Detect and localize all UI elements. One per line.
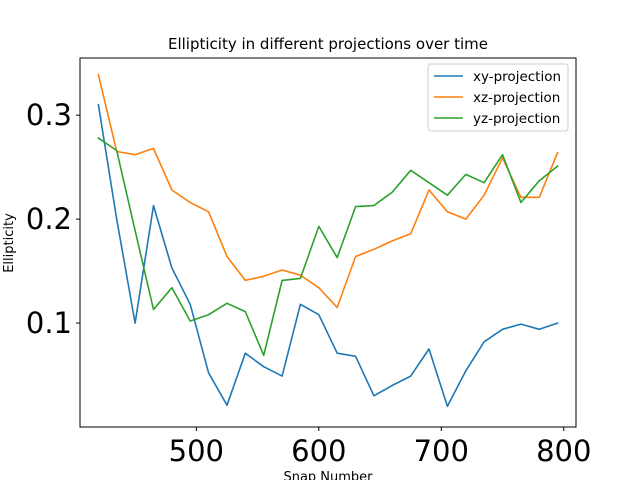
y-tick-label: 0.3: [26, 98, 72, 132]
series-line-yz-projection: [97, 136, 559, 357]
series-line-xy-projection: [97, 103, 559, 408]
y-axis-label: Ellipticity: [2, 213, 17, 273]
legend: xy-projection xz-projection yz-projection: [427, 63, 569, 132]
x-axis-label: Snap Number: [283, 470, 373, 480]
legend-label-xy-projection: xy-projection: [473, 69, 561, 85]
series-line-xz-projection: [97, 73, 559, 309]
y-tick-label: 0.1: [26, 306, 72, 340]
x-tick-label: 500: [169, 434, 224, 468]
plot-frame: [79, 57, 577, 428]
legend-label-yz-projection: yz-projection: [473, 111, 560, 127]
x-tick-label: 600: [291, 434, 346, 468]
y-tick-label: 0.2: [26, 202, 72, 236]
x-axis-ticks: 500 600 700 800: [169, 427, 591, 468]
x-tick-label: 700: [414, 434, 469, 468]
legend-box: [427, 63, 569, 132]
series-layer: [97, 73, 559, 408]
y-axis-ticks: 0.1 0.2 0.3: [26, 98, 80, 340]
x-tick-label: 800: [536, 434, 591, 468]
legend-label-xz-projection: xz-projection: [473, 90, 560, 106]
chart-title: Ellipticity in different projections ove…: [168, 35, 488, 53]
